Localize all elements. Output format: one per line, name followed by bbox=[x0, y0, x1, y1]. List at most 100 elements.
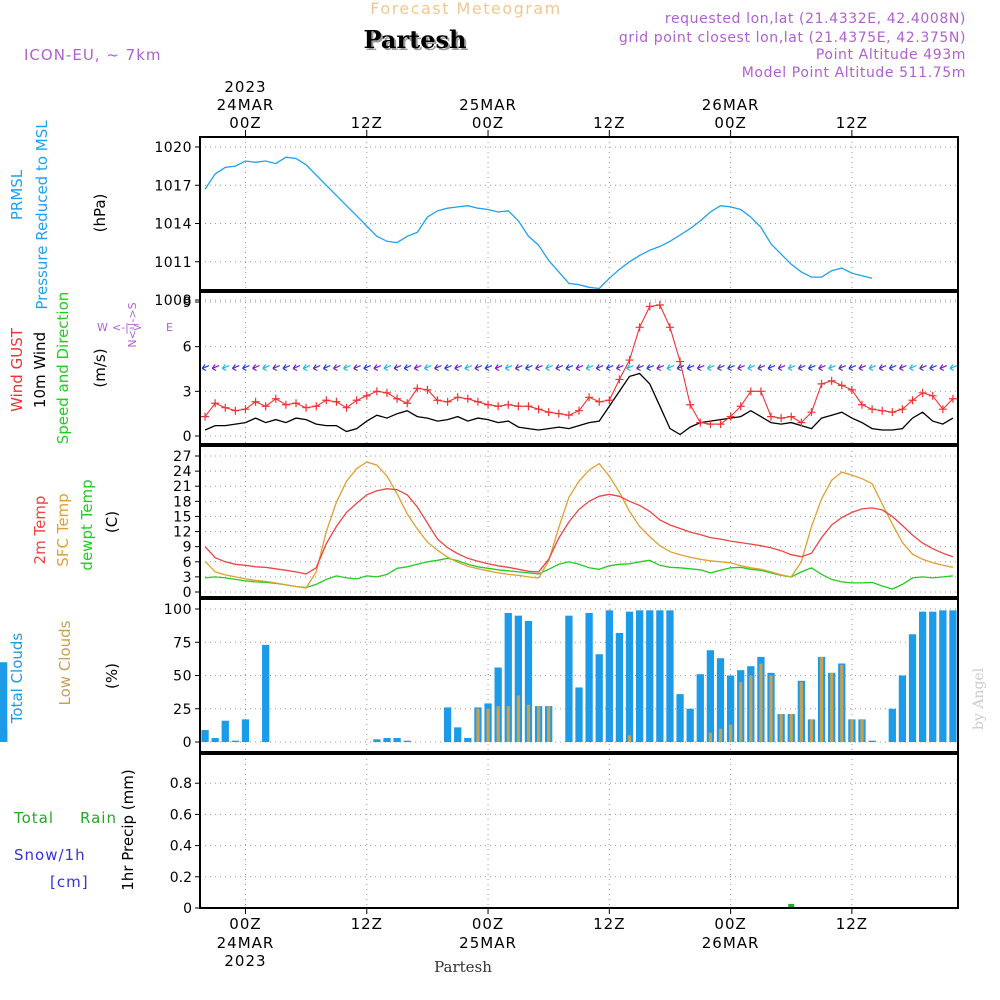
gust-marker bbox=[726, 412, 735, 421]
wind-direction-arrow bbox=[585, 364, 594, 372]
temp-label-sfc: SFC Temp bbox=[54, 493, 72, 566]
temp-ytick-label: 21 bbox=[173, 479, 192, 495]
gust-marker bbox=[342, 403, 351, 412]
temp-label-unit: (C) bbox=[103, 511, 121, 533]
low-cloud-bar bbox=[739, 682, 743, 742]
gust-marker bbox=[847, 385, 856, 394]
wind-direction-arrow bbox=[858, 364, 867, 372]
total-cloud-bar bbox=[0, 662, 8, 742]
wind-frame bbox=[199, 291, 959, 445]
gust-marker bbox=[382, 388, 391, 397]
gust-marker bbox=[817, 379, 826, 388]
gust-marker bbox=[575, 406, 583, 415]
gust-marker bbox=[615, 375, 624, 384]
bottom-date-0: 24MAR bbox=[217, 934, 275, 952]
precip-label-total: Total bbox=[13, 809, 54, 827]
footer-location: Partesh bbox=[434, 958, 492, 976]
wind-direction-arrow bbox=[373, 364, 382, 372]
wind-direction-arrow bbox=[727, 364, 735, 372]
temp-label-2m: 2m Temp bbox=[31, 496, 49, 565]
temp-ytick-label: 18 bbox=[173, 494, 192, 510]
total-cloud-bar bbox=[201, 730, 209, 742]
top-tick-label-2: 00Z bbox=[472, 114, 504, 132]
top-tick-label-3: 12Z bbox=[593, 114, 625, 132]
wind-direction-arrow bbox=[666, 364, 675, 372]
wind-direction-arrow bbox=[767, 364, 776, 372]
gust-marker bbox=[443, 397, 452, 406]
total-cloud-bar bbox=[949, 610, 957, 742]
wind-direction-arrow bbox=[282, 364, 291, 372]
temp-2m-line bbox=[204, 488, 954, 575]
wind-direction-arrow bbox=[646, 364, 654, 372]
low-cloud-bar bbox=[516, 695, 520, 742]
wind-direction-arrow bbox=[514, 364, 523, 372]
low-cloud-bar bbox=[506, 706, 510, 742]
total-cloud-bar bbox=[666, 610, 674, 742]
total-cloud-bar bbox=[908, 634, 917, 742]
pressure-label-prmsl: PRMSL bbox=[8, 169, 26, 220]
wind-direction-arrow bbox=[615, 364, 624, 372]
wind-direction-arrow bbox=[474, 364, 483, 372]
gust-marker bbox=[807, 408, 816, 417]
wind-direction-arrow bbox=[919, 364, 927, 372]
wind-direction-arrow bbox=[444, 364, 452, 372]
pressure-label-unit: (hPa) bbox=[91, 194, 109, 233]
wind-direction-arrow bbox=[818, 364, 826, 372]
gust-marker bbox=[767, 412, 776, 421]
precip-label-unit: 1hr Precip (mm) bbox=[119, 769, 137, 890]
total-cloud-bar bbox=[888, 708, 896, 742]
gust-marker bbox=[746, 387, 755, 396]
low-cloud-bar bbox=[860, 719, 864, 742]
wind-direction-arrow bbox=[363, 364, 371, 372]
wind-direction-arrow bbox=[403, 364, 412, 372]
compass-e: E bbox=[166, 321, 173, 334]
precip-ytick-label: 0 bbox=[183, 901, 192, 917]
total-cloud-bar bbox=[585, 612, 593, 742]
wind-direction-arrow bbox=[464, 364, 473, 372]
temp-ytick-label: 6 bbox=[183, 555, 192, 571]
low-cloud-bar bbox=[830, 672, 834, 742]
gust-marker bbox=[938, 405, 947, 414]
wind-direction-arrow bbox=[332, 364, 341, 372]
pressure-ytick-label: 1017 bbox=[154, 178, 192, 194]
low-cloud-bar bbox=[547, 706, 551, 742]
model-altitude: Model Point Altitude 511.75m bbox=[742, 65, 966, 81]
wind-direction-arrow bbox=[231, 364, 240, 372]
temp-ytick-label: 3 bbox=[183, 570, 192, 586]
total-cloud-bar bbox=[595, 654, 603, 742]
wind-direction-arrow bbox=[454, 364, 462, 372]
pressure-ytick-label: 1011 bbox=[154, 255, 192, 271]
wind-direction-arrow bbox=[676, 364, 685, 372]
wind-direction-arrow bbox=[717, 364, 725, 372]
gust-marker bbox=[514, 402, 523, 411]
gust-marker bbox=[211, 399, 220, 408]
total-cloud-bar bbox=[504, 612, 512, 742]
wind-direction-arrow bbox=[484, 364, 493, 372]
pressure-line bbox=[204, 156, 873, 290]
precip-label-rain: Rain bbox=[80, 809, 117, 827]
pressure-ytick-label: 1008 bbox=[154, 293, 192, 309]
temp-ytick-label: 9 bbox=[183, 540, 192, 556]
gust-marker bbox=[241, 405, 250, 414]
wind-direction-arrow bbox=[383, 364, 392, 372]
wind-direction-arrow bbox=[777, 364, 786, 372]
total-cloud-bar bbox=[716, 658, 725, 742]
compass-w: W bbox=[97, 321, 108, 334]
gust-marker bbox=[625, 356, 634, 365]
gust-marker bbox=[494, 402, 503, 411]
total-cloud-bar bbox=[625, 611, 634, 742]
wind-direction-arrow bbox=[636, 364, 644, 372]
precip-label-cm: [cm] bbox=[50, 873, 89, 891]
gust-marker bbox=[827, 376, 836, 385]
low-cloud-bar bbox=[769, 675, 773, 742]
low-cloud-bar bbox=[536, 706, 541, 742]
total-cloud-bar bbox=[898, 675, 907, 742]
wind-direction-arrow bbox=[494, 364, 503, 372]
wind-direction-arrow bbox=[595, 364, 604, 372]
gust-marker bbox=[463, 394, 472, 403]
top-date-2: 26MAR bbox=[702, 96, 760, 114]
gust-marker bbox=[898, 405, 907, 414]
wind-direction-arrow bbox=[696, 364, 705, 372]
wind-direction-arrow bbox=[878, 364, 887, 372]
